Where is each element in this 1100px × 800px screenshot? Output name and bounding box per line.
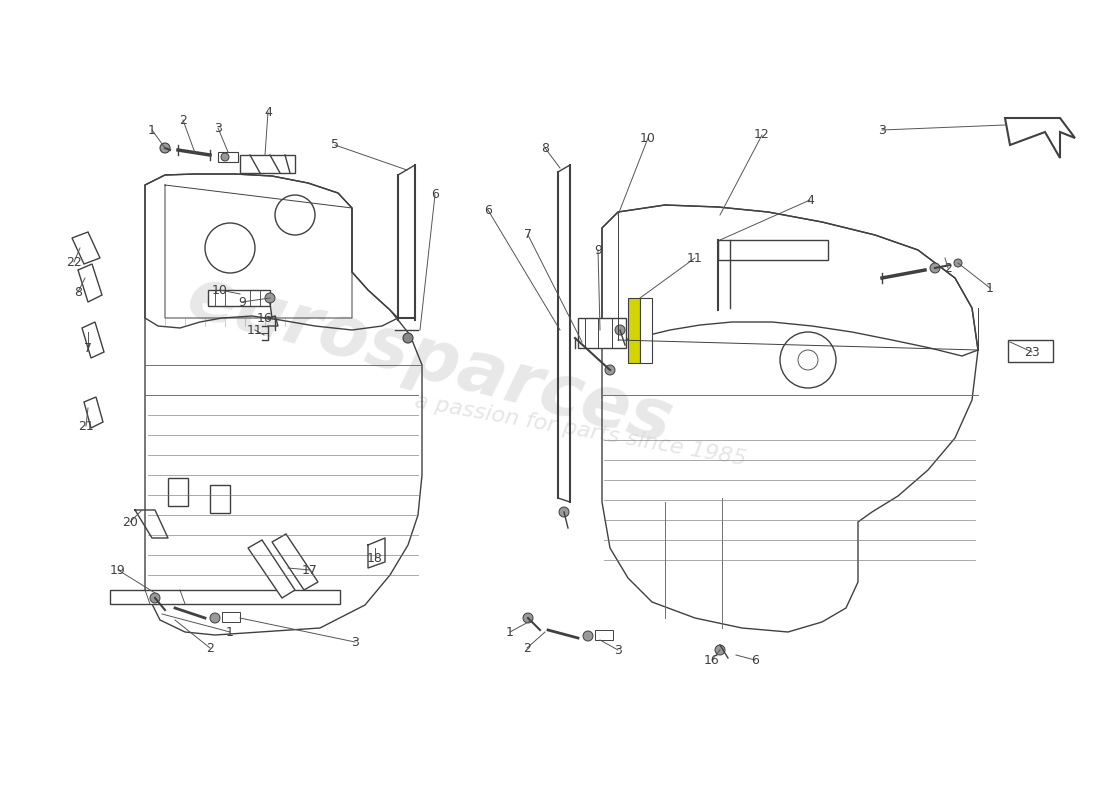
Bar [218, 152, 238, 162]
Polygon shape [272, 534, 318, 590]
Text: 18: 18 [367, 551, 383, 565]
Text: 23: 23 [1024, 346, 1040, 358]
Text: 6: 6 [751, 654, 759, 666]
Text: 2: 2 [206, 642, 213, 654]
Text: 12: 12 [755, 129, 770, 142]
Circle shape [605, 365, 615, 375]
Text: 3: 3 [351, 635, 359, 649]
Circle shape [559, 507, 569, 517]
Text: 7: 7 [524, 229, 532, 242]
Circle shape [403, 333, 412, 343]
Bar [628, 298, 640, 363]
Text: 1: 1 [986, 282, 994, 294]
Text: 3: 3 [878, 123, 886, 137]
Text: 10: 10 [212, 283, 228, 297]
Text: 4: 4 [264, 106, 272, 118]
Text: 5: 5 [331, 138, 339, 151]
Text: a passion for parts since 1985: a passion for parts since 1985 [412, 391, 747, 469]
Text: 11: 11 [248, 323, 263, 337]
Text: 21: 21 [78, 419, 94, 433]
Text: eurosparces: eurosparces [179, 262, 680, 458]
Bar [110, 590, 340, 604]
Text: 19: 19 [110, 563, 125, 577]
Text: 6: 6 [484, 203, 492, 217]
Bar [240, 155, 295, 173]
Bar [1008, 340, 1053, 362]
Bar [718, 240, 828, 260]
Circle shape [583, 631, 593, 641]
Circle shape [715, 645, 725, 655]
Text: 3: 3 [614, 643, 622, 657]
Text: 1: 1 [227, 626, 234, 638]
Polygon shape [82, 322, 104, 358]
Text: 20: 20 [122, 515, 138, 529]
Bar [208, 290, 270, 306]
Circle shape [265, 293, 275, 303]
Text: 2: 2 [179, 114, 187, 126]
Text: 2: 2 [944, 262, 952, 274]
Bar [168, 478, 188, 506]
Text: 16: 16 [704, 654, 719, 666]
Text: 10: 10 [640, 131, 656, 145]
Text: 1: 1 [148, 123, 156, 137]
Polygon shape [72, 232, 100, 264]
Text: 22: 22 [66, 255, 81, 269]
Polygon shape [84, 397, 103, 428]
Bar [640, 298, 652, 363]
Text: 9: 9 [594, 243, 602, 257]
Circle shape [210, 613, 220, 623]
Text: 11: 11 [688, 251, 703, 265]
Circle shape [221, 153, 229, 161]
Circle shape [954, 259, 962, 267]
Text: 6: 6 [431, 189, 439, 202]
Text: 16: 16 [257, 311, 273, 325]
Circle shape [160, 143, 170, 153]
Text: 9: 9 [238, 295, 246, 309]
Text: 7: 7 [84, 342, 92, 354]
Bar [595, 630, 613, 640]
Circle shape [150, 593, 160, 603]
Text: 1: 1 [506, 626, 514, 638]
Text: 4: 4 [806, 194, 814, 206]
Text: 2: 2 [524, 642, 531, 654]
Polygon shape [78, 264, 102, 302]
Circle shape [930, 263, 940, 273]
Bar [210, 485, 230, 513]
Text: 8: 8 [74, 286, 82, 298]
Circle shape [522, 613, 534, 623]
Circle shape [615, 325, 625, 335]
Text: 3: 3 [214, 122, 222, 134]
Bar [222, 612, 240, 622]
Bar [578, 318, 626, 348]
Polygon shape [248, 540, 295, 598]
Text: 8: 8 [541, 142, 549, 154]
Text: 17: 17 [302, 563, 318, 577]
